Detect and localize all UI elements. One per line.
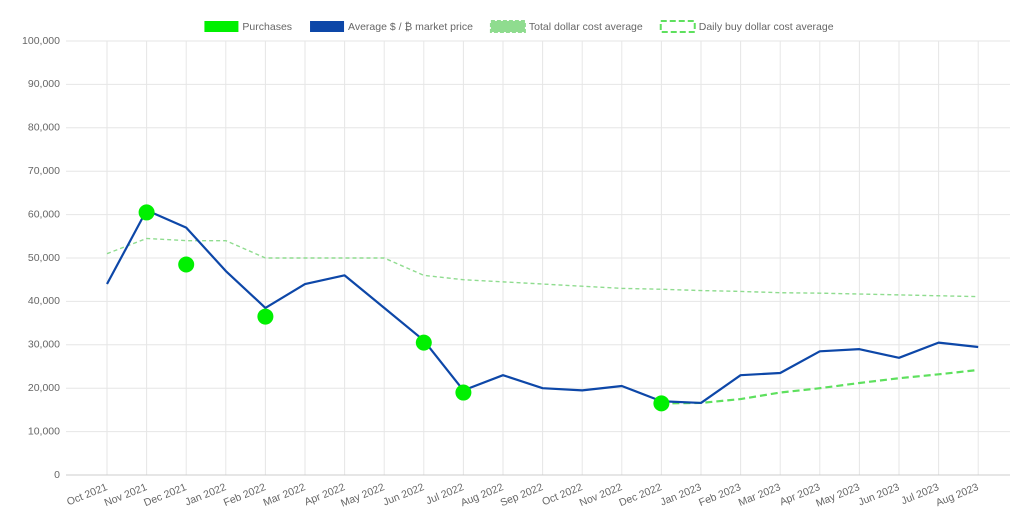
x-tick-label: Aug 2022	[459, 481, 505, 509]
y-tick-label: 60,000	[28, 208, 60, 220]
x-tick-label: Jun 2022	[381, 481, 426, 508]
x-tick-label: Aug 2023	[934, 481, 980, 509]
series-line	[106, 237, 979, 298]
x-tick-label: Sep 2022	[499, 481, 545, 509]
purchase-point	[178, 256, 195, 273]
x-tick-label: Oct 2022	[540, 481, 584, 508]
x-tick-label: Apr 2022	[303, 481, 347, 508]
purchase-point	[138, 204, 155, 221]
y-tick-label: 30,000	[28, 339, 60, 351]
y-tick-label: 20,000	[28, 382, 60, 394]
x-tick-label: Dec 2022	[617, 481, 663, 509]
x-tick-label: Nov 2021	[103, 481, 149, 509]
x-tick-label: Jun 2023	[857, 481, 902, 508]
y-tick-label: 40,000	[28, 295, 60, 307]
legend-swatch	[489, 20, 526, 33]
legend-swatch	[310, 21, 345, 32]
y-tick-label: 10,000	[28, 425, 60, 437]
x-tick-label: Mar 2022	[262, 481, 308, 509]
x-tick-label: Oct 2021	[65, 481, 109, 508]
x-tick-label: Mar 2023	[737, 481, 783, 509]
purchase-point	[257, 308, 274, 325]
x-tick-label: May 2023	[814, 481, 861, 509]
y-tick-label: 50,000	[28, 252, 60, 264]
y-tick-label: 100,000	[22, 35, 60, 47]
y-tick-label: 0	[54, 469, 60, 481]
legend-label: Total dollar cost average	[529, 21, 643, 33]
legend-swatch	[204, 21, 239, 32]
x-tick-label: Jul 2023	[899, 481, 940, 507]
x-tick-label: Feb 2023	[697, 481, 743, 509]
purchase-point	[653, 395, 670, 412]
x-tick-label: Dec 2021	[142, 481, 188, 509]
legend-label: Average $ / ₿ market price	[348, 21, 473, 33]
x-tick-label: Jan 2023	[659, 481, 704, 508]
series-line	[106, 209, 979, 405]
series-line	[661, 368, 979, 405]
legend-label: Daily buy dollar cost average	[699, 21, 834, 33]
x-tick-label: May 2022	[339, 481, 386, 509]
x-tick-label: Apr 2023	[778, 481, 822, 508]
purchase-point	[455, 384, 472, 401]
x-tick-label: Nov 2022	[578, 481, 624, 509]
y-tick-label: 70,000	[28, 165, 60, 177]
x-tick-label: Feb 2022	[222, 481, 268, 509]
x-tick-label: Jul 2022	[424, 481, 465, 507]
y-tick-label: 90,000	[28, 78, 60, 90]
legend-label: Purchases	[242, 21, 292, 33]
legend-swatch	[659, 20, 696, 33]
y-tick-label: 80,000	[28, 122, 60, 134]
x-tick-label: Jan 2022	[183, 481, 228, 508]
purchase-point	[415, 334, 432, 351]
